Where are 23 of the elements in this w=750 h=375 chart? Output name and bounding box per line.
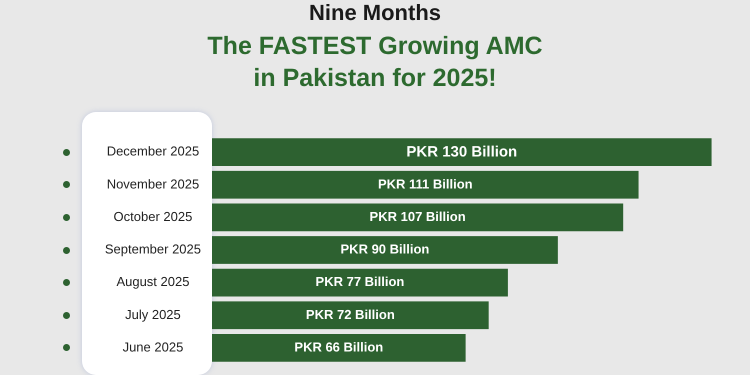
y-tick-label: June 2025 [122,339,184,354]
data-label: PKR 111 Billion [378,176,473,192]
chart-subtitle: The FASTEST Growing AMC in Pakistan for 2025! [206,31,544,94]
bar [212,170,639,199]
chart-title: Nine Months [308,0,442,26]
data-label: PKR 107 Billion [370,208,466,224]
bar [212,138,712,166]
data-label: PKR 77 Billion [316,274,404,290]
data-label: PKR 90 Billion [340,242,430,257]
data-label: PKR 66 Billion [294,339,384,354]
bar [212,268,508,296]
y-tick-label: December 2025 [106,144,200,159]
y-tick-label: August 2025 [116,274,190,290]
bar [212,301,489,330]
y-tick-label: July 2025 [125,306,181,322]
y-tick-label: October 2025 [114,208,192,224]
y-tick-label: September 2025 [104,242,201,257]
y-tick-label: November 2025 [106,176,200,192]
data-label: PKR 130 Billion [406,143,518,160]
bar [212,236,558,264]
bar [212,334,466,362]
bar [212,204,624,232]
data-label: PKR 72 Billion [306,306,395,322]
